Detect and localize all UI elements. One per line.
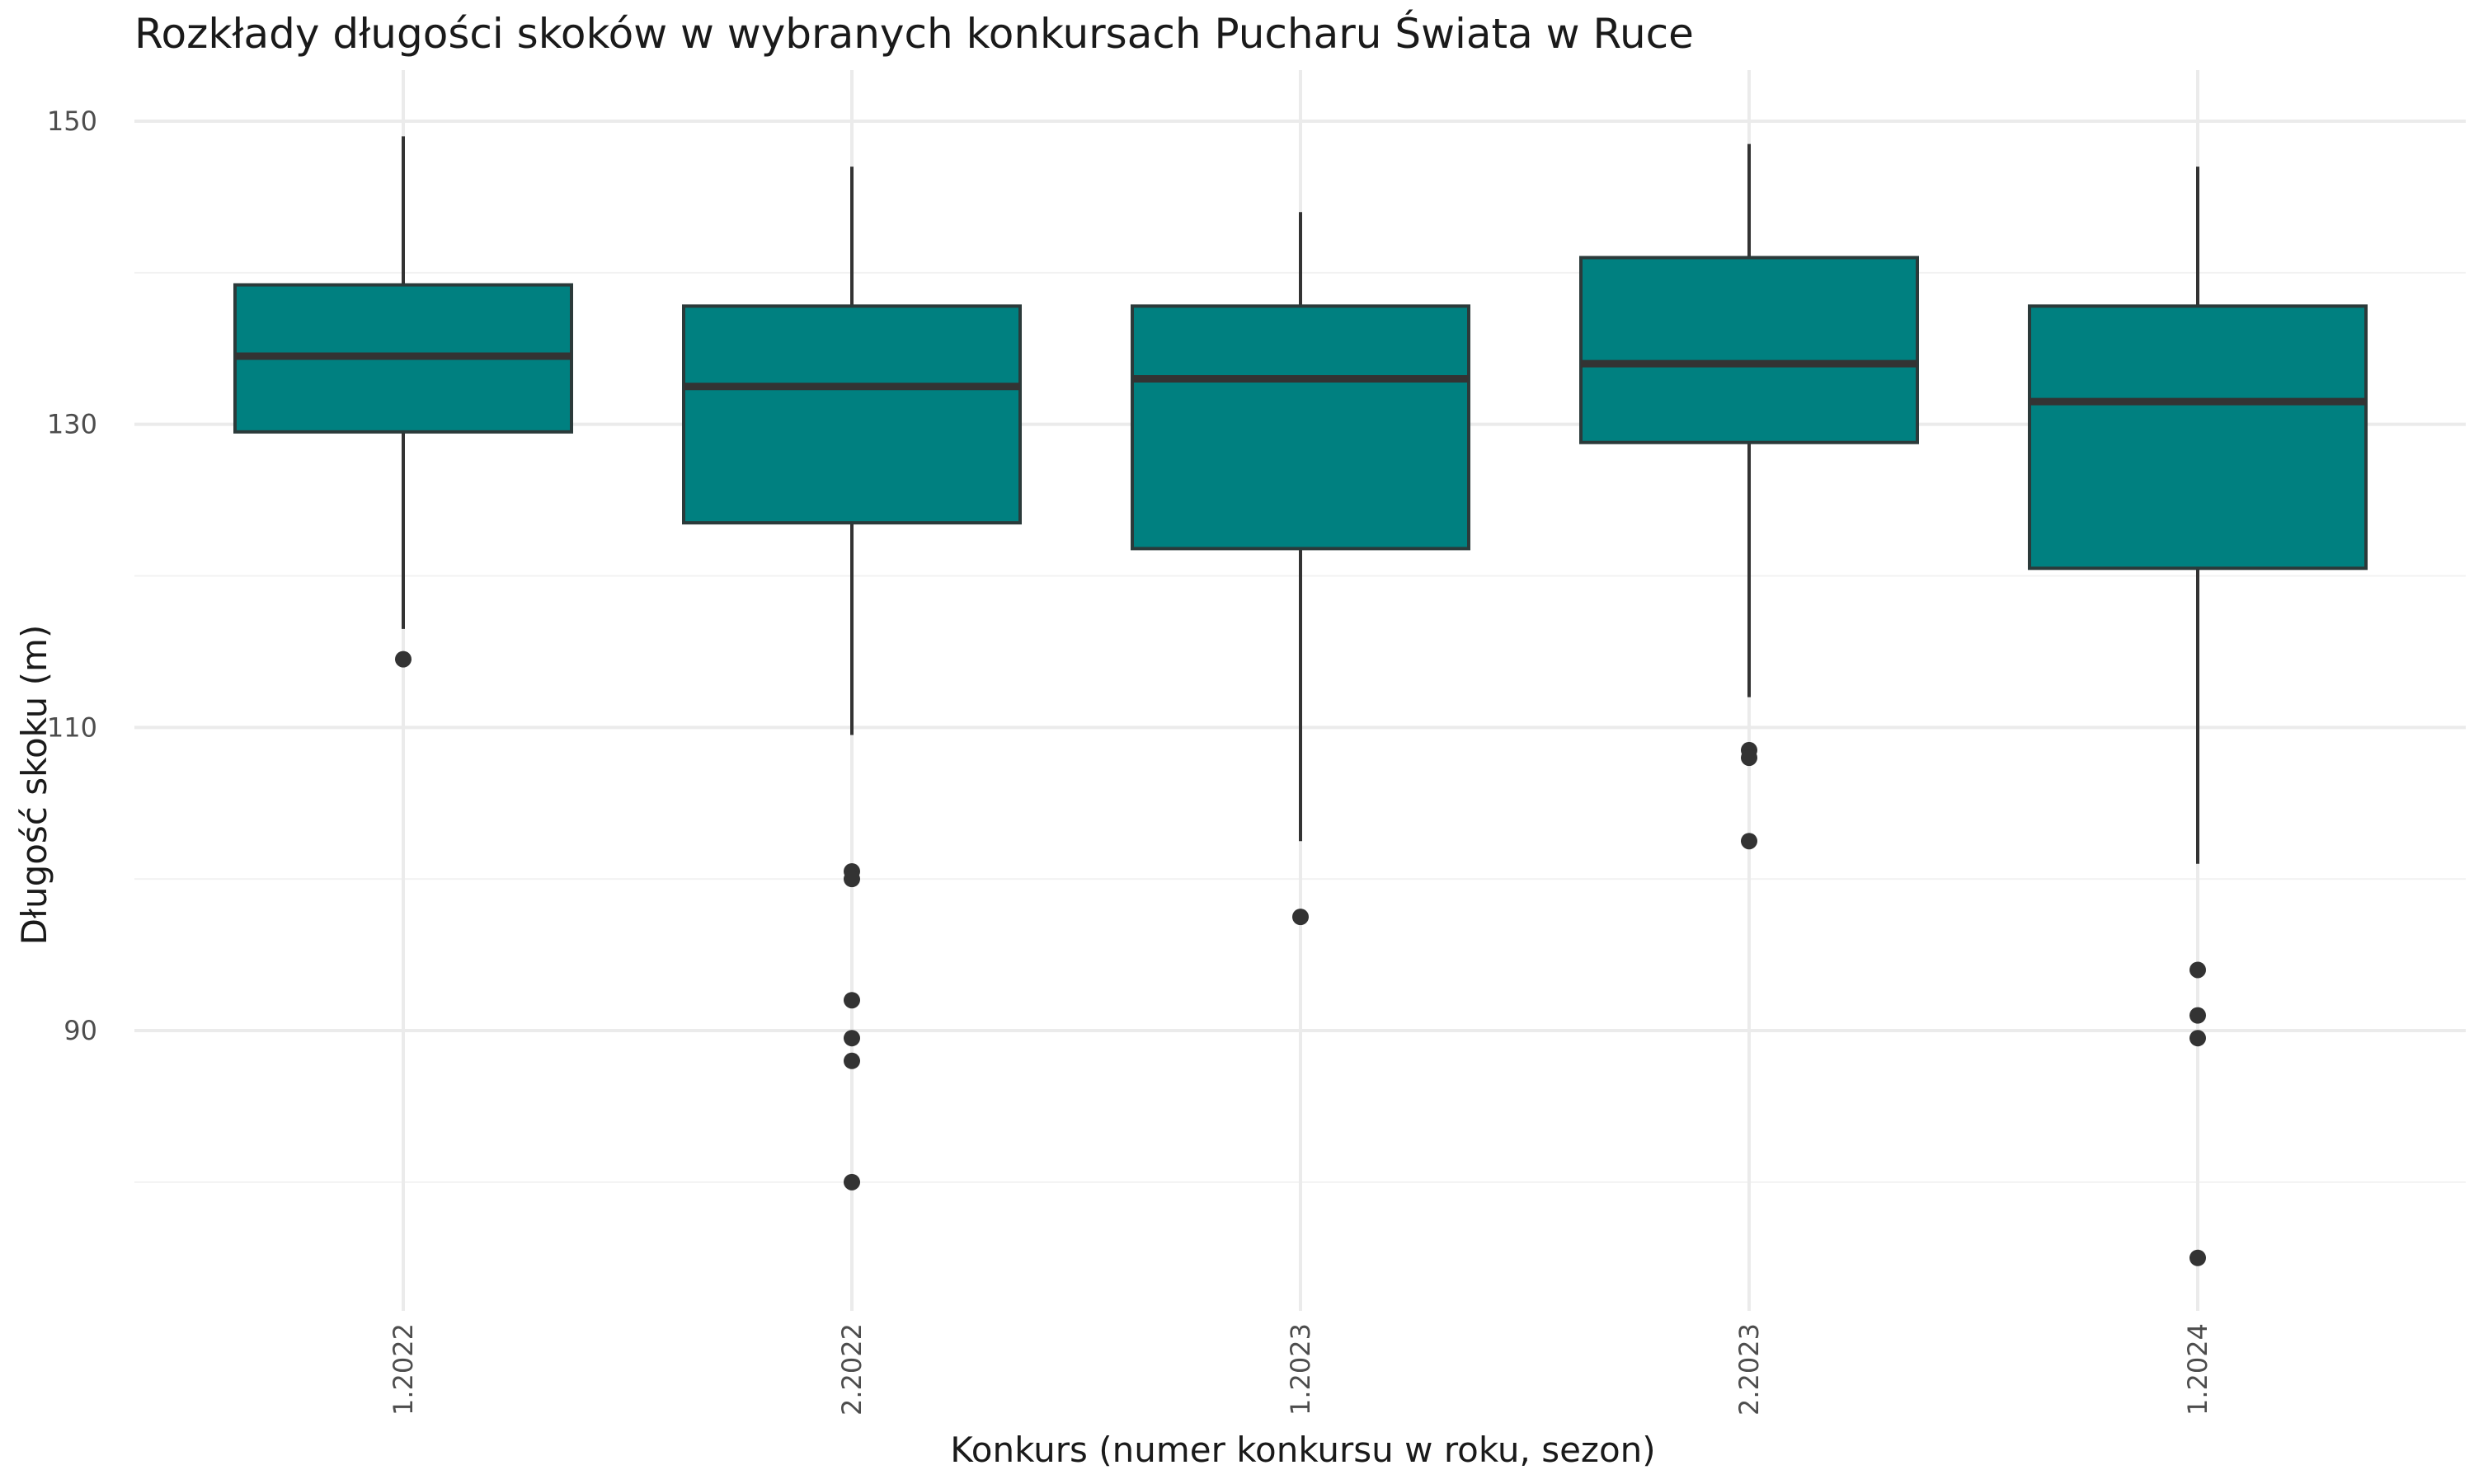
y-tick-label: 130 <box>47 409 97 440</box>
outlier-point <box>1741 749 1757 767</box>
outlier-point <box>2189 1030 2206 1047</box>
x-tick-label: 1.2022 <box>388 1323 419 1416</box>
chart-title: Rozkłady długości skoków w wybranych kon… <box>134 9 1694 58</box>
outlier-point <box>1292 909 1309 926</box>
iqr-box <box>1579 256 1919 444</box>
x-axis-ticks: 1.2022 2.2022 1.2023 2.2023 1.2024 <box>388 1323 2213 1416</box>
box-group <box>233 136 573 668</box>
outlier-point <box>395 650 412 668</box>
x-tick-label: 1.2024 <box>2182 1323 2213 1416</box>
boxes <box>233 136 2368 1266</box>
outlier-point <box>844 1052 860 1069</box>
outlier-point <box>844 992 860 1009</box>
x-axis-title: Konkurs (numer konkursu w roku, sezon) <box>950 1430 1655 1470</box>
outlier-point <box>1741 833 1757 850</box>
outlier-point <box>844 1173 860 1190</box>
outlier-point <box>844 1030 860 1047</box>
iqr-box <box>1131 304 1470 551</box>
outlier-point <box>2189 961 2206 979</box>
outlier-point <box>2189 1007 2206 1024</box>
iqr-box <box>682 304 1022 525</box>
box-group <box>1131 212 1470 926</box>
x-tick-label: 1.2023 <box>1285 1323 1316 1416</box>
y-axis-ticks: 90 110 130 150 <box>47 106 97 1046</box>
x-tick-label: 2.2022 <box>836 1323 868 1416</box>
iqr-box <box>2028 304 2368 571</box>
x-tick-label: 2.2023 <box>1733 1323 1765 1416</box>
box-group <box>2028 167 2368 1266</box>
y-tick-label: 150 <box>47 106 97 137</box>
box-group <box>1579 143 1919 850</box>
box-group <box>682 167 1022 1190</box>
y-tick-label: 90 <box>63 1015 97 1046</box>
outlier-point <box>2189 1249 2206 1266</box>
y-tick-label: 110 <box>47 711 97 743</box>
y-axis-title: Długość skoku (m) <box>14 625 54 946</box>
outlier-point <box>844 871 860 888</box>
